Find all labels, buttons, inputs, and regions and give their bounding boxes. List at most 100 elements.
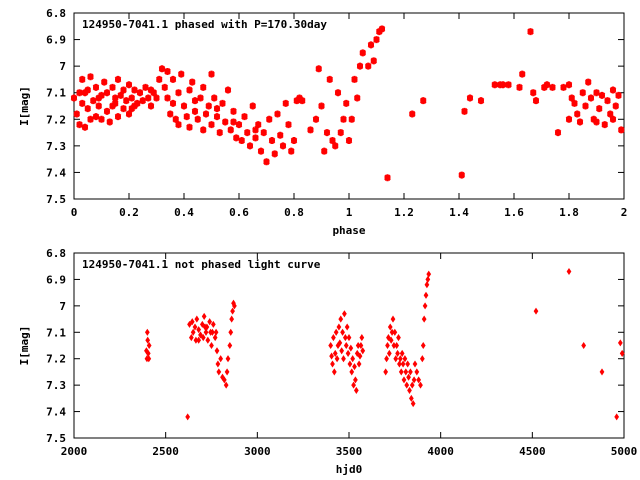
data-point [384,174,391,182]
data-point [198,331,203,339]
data-point [378,25,386,33]
data-point [418,381,423,389]
data-point [180,102,188,110]
data-point [212,334,218,342]
data-point [84,86,92,94]
data-point [334,89,342,97]
data-point [491,81,499,89]
data-point [412,360,418,368]
data-point [576,118,584,126]
x-tick-label: 5000 [611,445,638,458]
plot-frame [73,12,625,200]
data-point [568,94,576,102]
data-point [560,83,567,91]
data-point [398,368,404,376]
data-points [70,25,625,182]
data-point [169,99,177,107]
data-point [466,94,474,102]
data-point [235,121,243,129]
data-point [224,86,232,94]
data-point [404,381,410,389]
data-point [408,394,414,402]
data-point [342,310,347,318]
data-point [364,62,372,70]
data-point [318,102,325,110]
data-point [188,334,194,342]
chart-title: 124950-7041.1 phased with P=170.30day [82,18,327,31]
data-point [169,75,177,83]
data-point [114,113,122,121]
data-point [609,86,617,94]
data-point [554,129,562,137]
data-point [185,413,191,421]
data-point [200,334,206,342]
data-point [98,91,105,99]
data-point [540,83,548,91]
data-point [287,147,295,155]
data-point [396,334,401,342]
data-point [241,113,248,121]
data-point [81,89,89,97]
data-point [331,368,337,376]
data-point [339,347,345,355]
data-point [186,123,193,131]
data-point [411,376,417,384]
data-point [177,70,185,78]
x-axis-label: phase [332,224,365,237]
data-point [350,355,356,363]
data-point [505,81,512,89]
data-point [384,355,389,363]
x-tick-label: 1.8 [559,206,579,219]
data-point [348,344,354,352]
data-point [164,94,171,102]
x-tick-label: 4000 [427,445,454,458]
data-point [192,323,198,331]
data-point [409,381,415,389]
data-point [606,110,614,118]
data-point [399,349,405,357]
data-point [120,105,127,113]
data-point [612,102,620,110]
x-tick-label: 2 [621,206,628,219]
data-point [207,318,213,326]
data-point [92,83,100,91]
data-point [604,97,611,105]
data-point [315,65,323,73]
data-point [229,315,235,323]
data-point [218,355,224,363]
data-point [265,115,273,123]
data-point [461,107,468,115]
data-point [146,341,152,350]
data-point [213,105,221,113]
data-point [516,83,523,91]
data-point [191,107,199,115]
data-point [423,291,429,299]
data-point [209,341,214,350]
data-point [543,81,551,89]
data-point [337,339,343,347]
data-point [353,94,361,102]
data-point [221,118,229,126]
data-point [402,355,408,363]
y-tick-label: 7.4 [46,166,66,179]
data-point [332,349,338,357]
data-point [263,158,270,166]
y-tick-label: 6.8 [46,247,66,260]
data-point [189,318,195,326]
data-point [164,67,171,75]
data-point [290,137,298,145]
x-tick-label: 1 [346,206,353,219]
data-point [114,75,122,83]
x-tick-label: 0.4 [174,206,194,219]
data-point [342,334,348,342]
data-point [103,107,111,115]
data-point [144,94,152,102]
data-point [353,386,359,394]
data-point [573,110,581,118]
data-point [359,334,365,342]
data-point [334,355,340,363]
data-point [392,328,398,336]
data-point [496,81,504,89]
data-point [230,118,237,126]
y-tick-label: 7.3 [46,140,66,153]
